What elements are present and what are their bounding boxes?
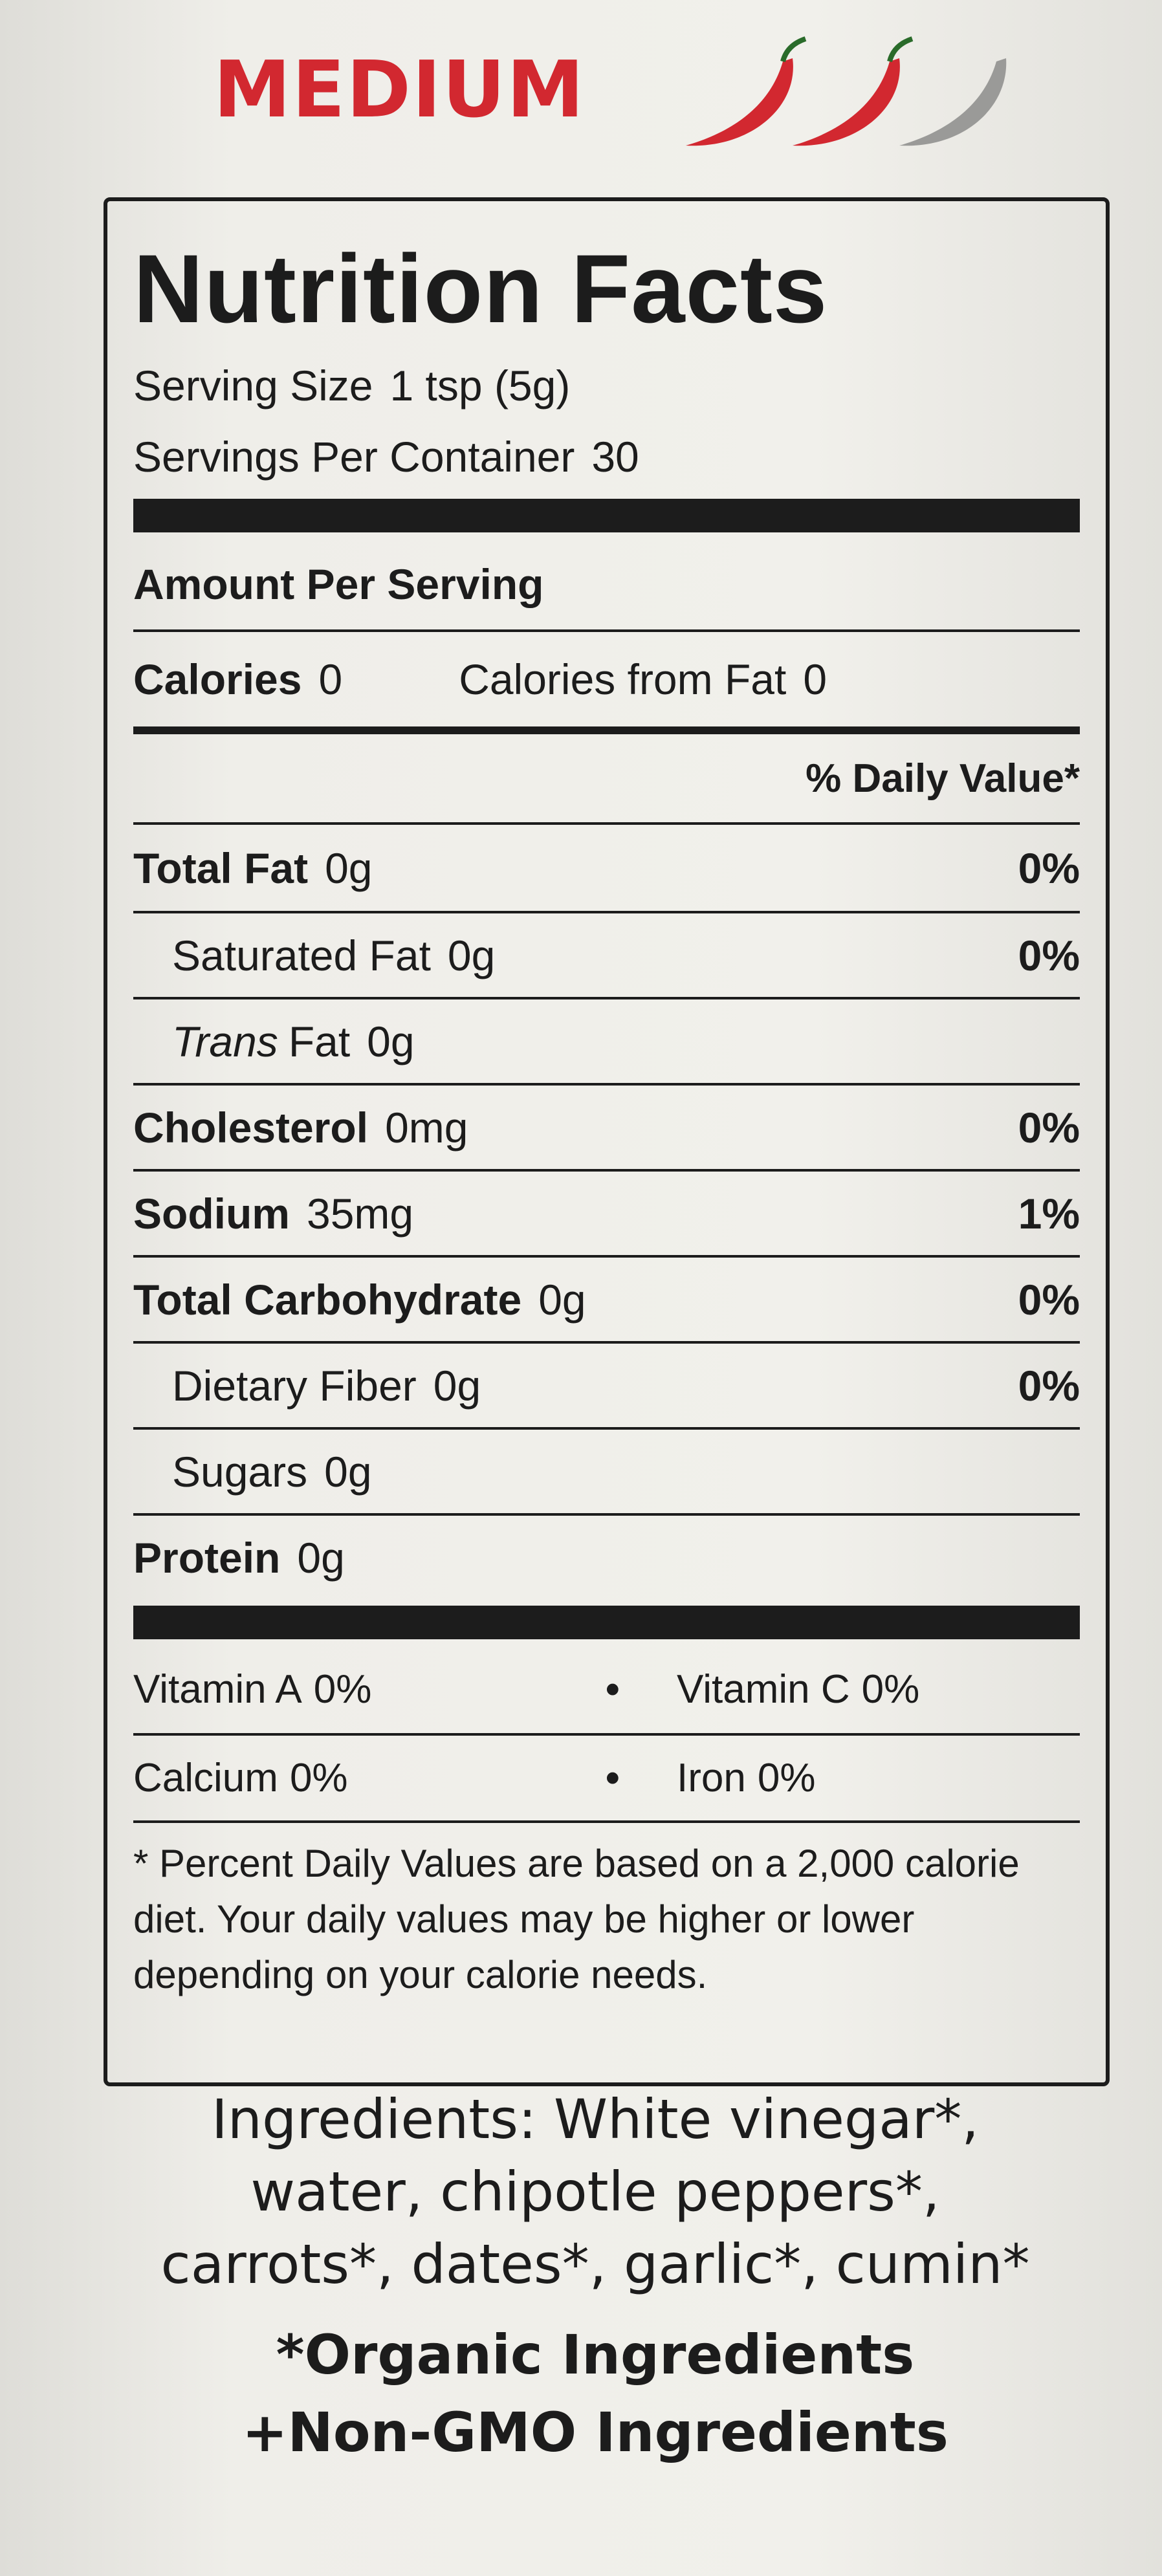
nutrient: Cholesterol 0mg	[133, 1103, 468, 1152]
label: Saturated Fat	[172, 931, 431, 979]
nutrient: Saturated Fat 0g	[133, 931, 495, 980]
vitamin: Vitamin C 0%	[677, 1666, 919, 1712]
amount: 0g	[433, 1361, 481, 1410]
amount: 0g	[324, 1447, 372, 1496]
name: Vitamin C	[677, 1667, 850, 1712]
daily-value: 0%	[1018, 931, 1080, 979]
vitamin-rows: Vitamin A 0% • Vitamin C 0% Calcium 0% • Iron 0%	[133, 1646, 1080, 1820]
name: Vitamin A	[133, 1667, 302, 1712]
notes: *Organic Ingredients +Non-GMO Ingredients	[129, 2316, 1061, 2471]
nutrient: Total Fat 0g	[133, 844, 373, 893]
vitamin: Calcium 0%	[133, 1755, 606, 1801]
label: Total Fat	[133, 844, 309, 892]
divider	[133, 1606, 1080, 1639]
label: Calories from Fat	[459, 655, 787, 703]
calories-row: Calories 0 Calories from Fat 0	[133, 629, 1080, 726]
daily-value: 0%	[1018, 1103, 1080, 1152]
separator: •	[606, 1667, 620, 1712]
vitamin: Iron 0%	[677, 1755, 815, 1801]
value: 0%	[757, 1756, 816, 1800]
label: Servings Per Container	[133, 433, 575, 481]
amount: 0g	[447, 931, 496, 979]
label: Fat	[288, 1017, 351, 1065]
vitamin-row: Calcium 0% • Iron 0%	[133, 1733, 1080, 1820]
heat-level: MEDIUM	[214, 45, 586, 135]
nutrient-rows: Total Fat 0g 0% Saturated Fat 0g 0% Trans Fat 0g…	[133, 825, 1080, 1599]
amount-header: Amount Per Serving	[133, 539, 1080, 629]
daily-value: 1%	[1018, 1189, 1080, 1238]
nutrient-row: Total Carbohydrate 0g 0%	[133, 1255, 1080, 1341]
nutrient-row: Cholesterol 0mg 0%	[133, 1083, 1080, 1169]
value: 0%	[289, 1756, 348, 1800]
label: Cholesterol	[133, 1103, 369, 1152]
note: *Organic Ingredients	[276, 2323, 915, 2386]
vitamin-row: Vitamin A 0% • Vitamin C 0%	[133, 1646, 1080, 1733]
label: Sugars	[172, 1447, 308, 1496]
label: Total Carbohydrate	[133, 1275, 522, 1324]
vitamin: Vitamin A 0%	[133, 1666, 606, 1712]
amount: 0g	[367, 1017, 415, 1065]
label: Calories	[133, 655, 302, 703]
amount: 0g	[325, 844, 373, 892]
value: 0%	[313, 1667, 372, 1712]
nutrient-row: Total Fat 0g 0%	[133, 825, 1080, 911]
amount: 0g	[538, 1275, 586, 1324]
label: % Daily Value*	[806, 756, 1080, 801]
nutrient-row: Sodium 35mg 1%	[133, 1169, 1080, 1255]
serving-size: Serving Size 1 tsp (5g)	[133, 350, 1080, 421]
daily-value: 0%	[1018, 1275, 1080, 1324]
amount: 0mg	[385, 1103, 468, 1152]
nutrition-panel: Nutrition Facts Serving Size 1 tsp (5g) S…	[104, 197, 1110, 2086]
value: 0%	[861, 1667, 920, 1712]
nutrient: Sodium 35mg	[133, 1189, 413, 1238]
name: Iron	[677, 1756, 746, 1800]
divider	[133, 499, 1080, 532]
nutrient: Dietary Fiber 0g	[133, 1361, 481, 1410]
label: Serving Size	[133, 362, 373, 409]
note: +Non-GMO Ingredients	[242, 2401, 948, 2464]
label: Protein	[133, 1533, 281, 1582]
pepper-icons	[686, 36, 1007, 146]
calories: Calories 0	[133, 655, 342, 704]
label: Amount Per Serving	[133, 560, 544, 608]
divider	[133, 726, 1080, 734]
value: 0	[318, 655, 343, 703]
servings: Servings Per Container 30	[133, 421, 1080, 492]
dv-header: % Daily Value*	[133, 734, 1080, 825]
nutrient: Total Carbohydrate 0g	[133, 1275, 586, 1324]
daily-value: 0%	[1018, 844, 1080, 892]
nutrient-row: Saturated Fat 0g 0%	[133, 911, 1080, 997]
value: 1 tsp (5g)	[389, 362, 571, 409]
value: 30	[591, 433, 639, 481]
amount: 35mg	[307, 1189, 414, 1238]
label-italic: Trans	[172, 1017, 278, 1065]
nutrient-row: Sugars 0g	[133, 1427, 1080, 1513]
label: Sodium	[133, 1189, 290, 1238]
nutrient: Trans Fat 0g	[133, 1017, 415, 1066]
calories-fat: Calories from Fat 0	[459, 655, 827, 704]
nutrient-row: Trans Fat 0g	[133, 997, 1080, 1083]
nutrient: Protein 0g	[133, 1533, 345, 1582]
footnote: * Percent Daily Values are based on a 2,…	[133, 1820, 1080, 2003]
nutrient-row: Dietary Fiber 0g 0%	[133, 1341, 1080, 1427]
nutrient-row: Protein 0g	[133, 1513, 1080, 1599]
label: Dietary Fiber	[172, 1361, 417, 1410]
ingredients: Ingredients: White vinegar*, water, chip…	[160, 2088, 1030, 2296]
amount: 0g	[297, 1533, 345, 1582]
value: 0	[803, 655, 828, 703]
panel-title: Nutrition Facts	[133, 234, 828, 343]
nutrient: Sugars 0g	[133, 1447, 372, 1496]
daily-value: 0%	[1018, 1361, 1080, 1410]
separator: •	[606, 1756, 620, 1800]
name: Calcium	[133, 1756, 278, 1800]
